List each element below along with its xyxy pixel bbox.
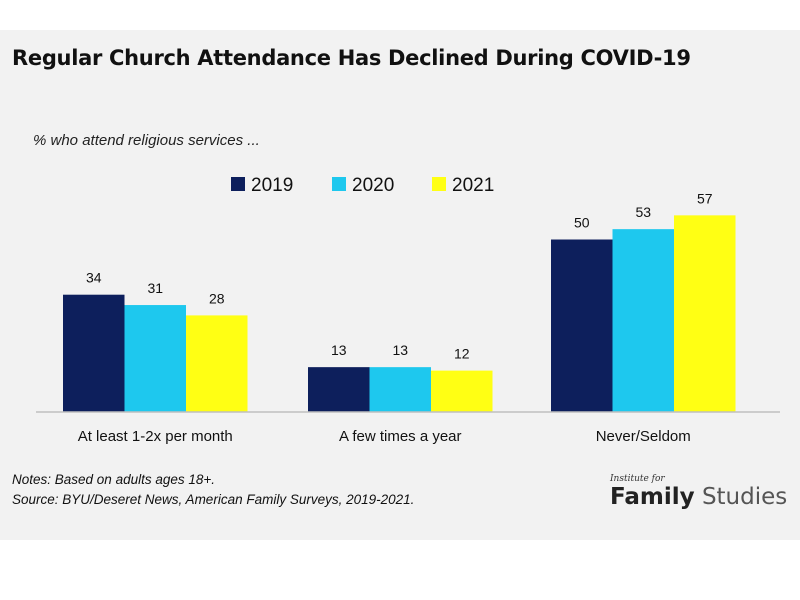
source-line: Source: BYU/Deseret News, American Famil… <box>12 492 415 507</box>
chart-title: Regular Church Attendance Has Declined D… <box>12 46 691 70</box>
legend-swatch-2021 <box>432 177 446 191</box>
data-label-2020-2: 53 <box>635 204 651 220</box>
logo-small-text: Institute for <box>610 474 665 484</box>
notes-line: Notes: Based on adults ages 18+. <box>12 472 216 487</box>
data-label-2019-0: 34 <box>86 270 102 286</box>
data-label-2019-1: 13 <box>331 342 347 358</box>
bar-2020-1 <box>369 367 431 412</box>
logo-word-studies: Studies <box>701 484 788 510</box>
bar-2021-2 <box>674 215 736 412</box>
institute-logo: Institute for Family Studies <box>610 474 787 520</box>
legend-label-2019: 2019 <box>251 175 293 196</box>
x-tick-labels: At least 1-2x per month A few times a yea… <box>78 428 691 445</box>
legend-swatch-2020 <box>332 177 346 191</box>
chart-subtitle: % who attend religious services ... <box>33 132 260 149</box>
data-label-2020-1: 13 <box>392 342 408 358</box>
data-label-2021-0: 28 <box>209 290 225 306</box>
notes: Notes: Based on adults ages 18+. Source:… <box>12 470 414 510</box>
logo-main-text: Family Studies <box>610 484 787 510</box>
data-label-2020-0: 31 <box>147 280 163 296</box>
bar-2019-0 <box>63 294 125 412</box>
bar-2019-1 <box>308 367 370 412</box>
x-tick-label-1: A few times a year <box>339 428 462 445</box>
logo-word-family: Family <box>610 484 695 510</box>
bars: 34 13 50 31 13 53 28 12 57 <box>63 190 736 412</box>
bar-2021-0 <box>186 315 248 412</box>
data-label-2019-2: 50 <box>574 215 590 231</box>
bar-2021-1 <box>431 370 493 412</box>
bar-2020-0 <box>124 305 186 412</box>
x-tick-label-2: Never/Seldom <box>596 428 691 445</box>
legend-swatch-2019 <box>231 177 245 191</box>
x-tick-label-0: At least 1-2x per month <box>78 428 233 445</box>
bar-2020-2 <box>612 229 674 412</box>
legend-label-2021: 2021 <box>452 175 494 196</box>
legend: 2019 2020 2021 <box>231 175 494 196</box>
data-label-2021-1: 12 <box>454 346 470 362</box>
legend-label-2020: 2020 <box>352 175 394 196</box>
bar-2019-2 <box>551 239 613 412</box>
data-label-2021-2: 57 <box>697 190 713 206</box>
